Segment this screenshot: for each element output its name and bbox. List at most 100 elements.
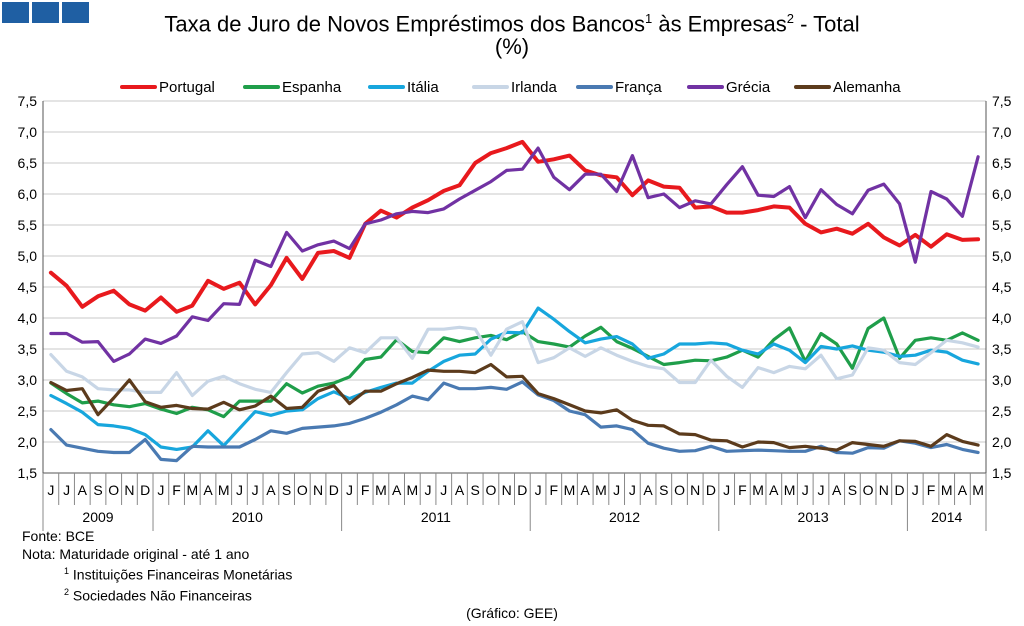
- legend-label: Espanha: [282, 79, 342, 96]
- series-line-portugal: [48, 139, 981, 314]
- y-tick-label-right: 5,0: [992, 248, 1012, 264]
- title-mid: às Empresas: [652, 11, 787, 37]
- y-tick-label-left: 4,0: [18, 310, 38, 326]
- y-tick-label-right: 4,5: [992, 279, 1012, 295]
- y-tick-label-left: 3,0: [18, 372, 38, 388]
- x-tick-label: J: [236, 482, 243, 498]
- legend-label: Irlanda: [511, 79, 558, 96]
- y-tick-label-right: 4,0: [992, 310, 1012, 326]
- title-tail: - Total: [793, 11, 860, 37]
- y-tick-label-right: 7,5: [992, 93, 1012, 109]
- x-tick-label: M: [752, 482, 764, 498]
- x-tick-label: N: [124, 482, 134, 498]
- year-label: 2014: [931, 509, 962, 525]
- x-tick-label: D: [329, 482, 339, 498]
- gee-logo: [2, 2, 89, 23]
- x-tick-label: A: [455, 482, 465, 498]
- year-label: 2012: [609, 509, 640, 525]
- x-tick-label: M: [595, 482, 607, 498]
- x-tick-label: F: [927, 482, 936, 498]
- year-label: 2011: [421, 509, 451, 525]
- chart-notes: Fonte: BCE Nota: Maturidade original - a…: [22, 528, 292, 605]
- x-tick-label: J: [440, 482, 447, 498]
- y-tick-label-right: 3,0: [992, 372, 1012, 388]
- y-tick-label-left: 7,5: [18, 93, 38, 109]
- year-label: 2009: [82, 509, 113, 525]
- legend-label: França: [615, 79, 662, 96]
- series-line-italia: [49, 306, 980, 451]
- x-tick-label: A: [203, 482, 213, 498]
- x-tick-label: M: [941, 482, 953, 498]
- x-tick-label: J: [817, 482, 824, 498]
- x-tick-label: N: [502, 482, 512, 498]
- x-tick-label: S: [659, 482, 668, 498]
- x-tick-label: F: [738, 482, 747, 498]
- x-tick-label: J: [629, 482, 636, 498]
- x-tick-label: O: [108, 482, 119, 498]
- x-tick-label: J: [425, 482, 432, 498]
- series-line-grecia: [49, 146, 980, 363]
- y-tick-label-right: 3,5: [992, 341, 1012, 357]
- x-tick-label: M: [218, 482, 230, 498]
- title-main: Taxa de Juro de Novos Empréstimos dos Ba…: [164, 11, 645, 37]
- year-label: 2010: [232, 509, 263, 525]
- y-tick-label-right: 1,5: [992, 465, 1012, 481]
- x-tick-label: S: [848, 482, 857, 498]
- y-tick-label-right: 5,5: [992, 217, 1012, 233]
- footnote-2: 2 Sociedades Não Financeiras: [22, 584, 292, 605]
- x-tick-label: N: [879, 482, 889, 498]
- x-tick-label: D: [894, 482, 904, 498]
- x-tick-label: N: [690, 482, 700, 498]
- y-tick-label-left: 3,5: [18, 341, 38, 357]
- source-note: Fonte: BCE: [22, 528, 95, 544]
- x-tick-label: J: [535, 482, 542, 498]
- x-tick-label: O: [674, 482, 685, 498]
- x-tick-label: F: [550, 482, 559, 498]
- y-tick-label-left: 6,5: [18, 155, 38, 171]
- title-footnote-1: 1: [644, 11, 653, 26]
- x-tick-label: J: [802, 482, 809, 498]
- x-tick-label: A: [643, 482, 653, 498]
- y-tick-label-left: 6,0: [18, 186, 38, 202]
- logo-block-3: [62, 2, 89, 23]
- x-tick-label: M: [407, 482, 419, 498]
- x-tick-label: A: [581, 482, 591, 498]
- x-tick-label: O: [485, 482, 496, 498]
- x-tick-label: S: [282, 482, 291, 498]
- x-tick-label: S: [471, 482, 480, 498]
- logo-block-1: [2, 2, 29, 23]
- x-tick-label: D: [517, 482, 527, 498]
- x-tick-label: F: [361, 482, 370, 498]
- y-tick-label-right: 6,5: [992, 155, 1012, 171]
- footnote-1-marker: 1: [64, 566, 70, 576]
- x-tick-label: D: [706, 482, 716, 498]
- x-tick-label: M: [972, 482, 984, 498]
- x-tick-label: A: [78, 482, 88, 498]
- x-tick-label: M: [375, 482, 387, 498]
- x-tick-label: S: [93, 482, 102, 498]
- chart-unit: (%): [494, 34, 530, 59]
- y-tick-label-left: 2,0: [18, 434, 38, 450]
- legend-label: Portugal: [159, 79, 215, 96]
- y-tick-label-right: 7,0: [992, 124, 1012, 140]
- x-tick-label: A: [769, 482, 779, 498]
- x-tick-label: A: [392, 482, 402, 498]
- year-label: 2013: [798, 509, 829, 525]
- x-tick-label: J: [346, 482, 353, 498]
- x-tick-label: M: [564, 482, 576, 498]
- footnote-2-marker: 2: [64, 587, 70, 598]
- x-tick-label: O: [297, 482, 308, 498]
- series-line-irlanda: [49, 320, 980, 398]
- maturity-note: Nota: Maturidade original - até 1 ano: [22, 545, 250, 562]
- x-tick-label: J: [912, 482, 919, 498]
- chart-title: Taxa de Juro de Novos Empréstimos dos Ba…: [0, 6, 1024, 37]
- y-tick-label-left: 1,5: [18, 465, 38, 481]
- y-tick-label-right: 6,0: [992, 186, 1012, 202]
- series-line-alemanha: [49, 362, 980, 452]
- x-tick-label: A: [832, 482, 842, 498]
- x-tick-label: J: [252, 482, 259, 498]
- y-tick-label-right: 2,5: [992, 403, 1012, 419]
- x-tick-label: D: [140, 482, 150, 498]
- x-tick-label: A: [958, 482, 968, 498]
